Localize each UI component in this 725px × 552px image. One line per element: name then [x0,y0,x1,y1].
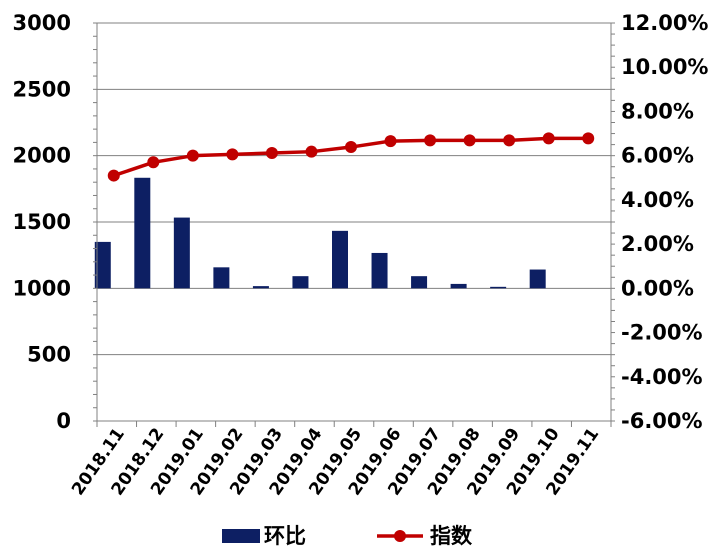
line-point [503,134,516,147]
bar [252,286,269,289]
y-left-tick-label: 1500 [13,210,71,234]
line-point [582,132,595,145]
y-left-tick-label: 2500 [13,77,71,101]
y-right-tick-label: 0.00% [621,276,694,300]
y-left-tick-label: 500 [27,343,71,367]
bar [94,241,111,289]
legend-swatch-marker [394,530,406,542]
y-right-tick-label: -6.00% [621,409,703,433]
y-left-tick-label: 2000 [13,144,71,168]
y-right-tick-label: 10.00% [621,55,708,79]
line-point [147,156,160,169]
legend-swatch-bar [222,529,260,543]
line-series [107,132,595,182]
bar [173,217,190,289]
y-right-tick-label: 8.00% [621,99,694,123]
bar [529,269,546,289]
bar [332,230,348,289]
y-right-tick-label: 4.00% [621,188,694,212]
y-right-tick-label: -4.00% [621,365,703,389]
legend: 环比 指数 [222,524,473,548]
y-right-tick-label: 2.00% [621,232,694,256]
line-point [226,148,239,161]
line-point [305,145,318,158]
y-right-tick-label: -2.00% [621,321,703,345]
line-point [265,147,278,160]
line-point [107,169,120,182]
bar [371,252,388,289]
line-point [186,149,199,162]
y-right-tick-label: 12.00% [621,11,708,35]
y-left-tick-label: 0 [56,409,71,433]
y-right-tick-label: 6.00% [621,144,694,168]
line-point [542,132,555,145]
bar-series [94,177,546,289]
line-point [424,134,437,147]
y-left-tick-label: 1000 [13,276,71,300]
axes: 0 500 1000 1500 2000 2500 3000 -6.00% -4.00% -2.0… [13,11,709,499]
bar [134,177,151,289]
legend-label: 指数 [430,524,473,548]
y-left-tick-label: 3000 [13,11,71,35]
line-point [345,141,357,154]
bar [213,267,230,289]
legend-label: 环比 [264,524,306,548]
bar [292,276,309,289]
line-point [463,134,476,147]
bar [490,286,507,289]
line-point [384,135,397,148]
bar [411,276,428,289]
bar [450,283,467,289]
